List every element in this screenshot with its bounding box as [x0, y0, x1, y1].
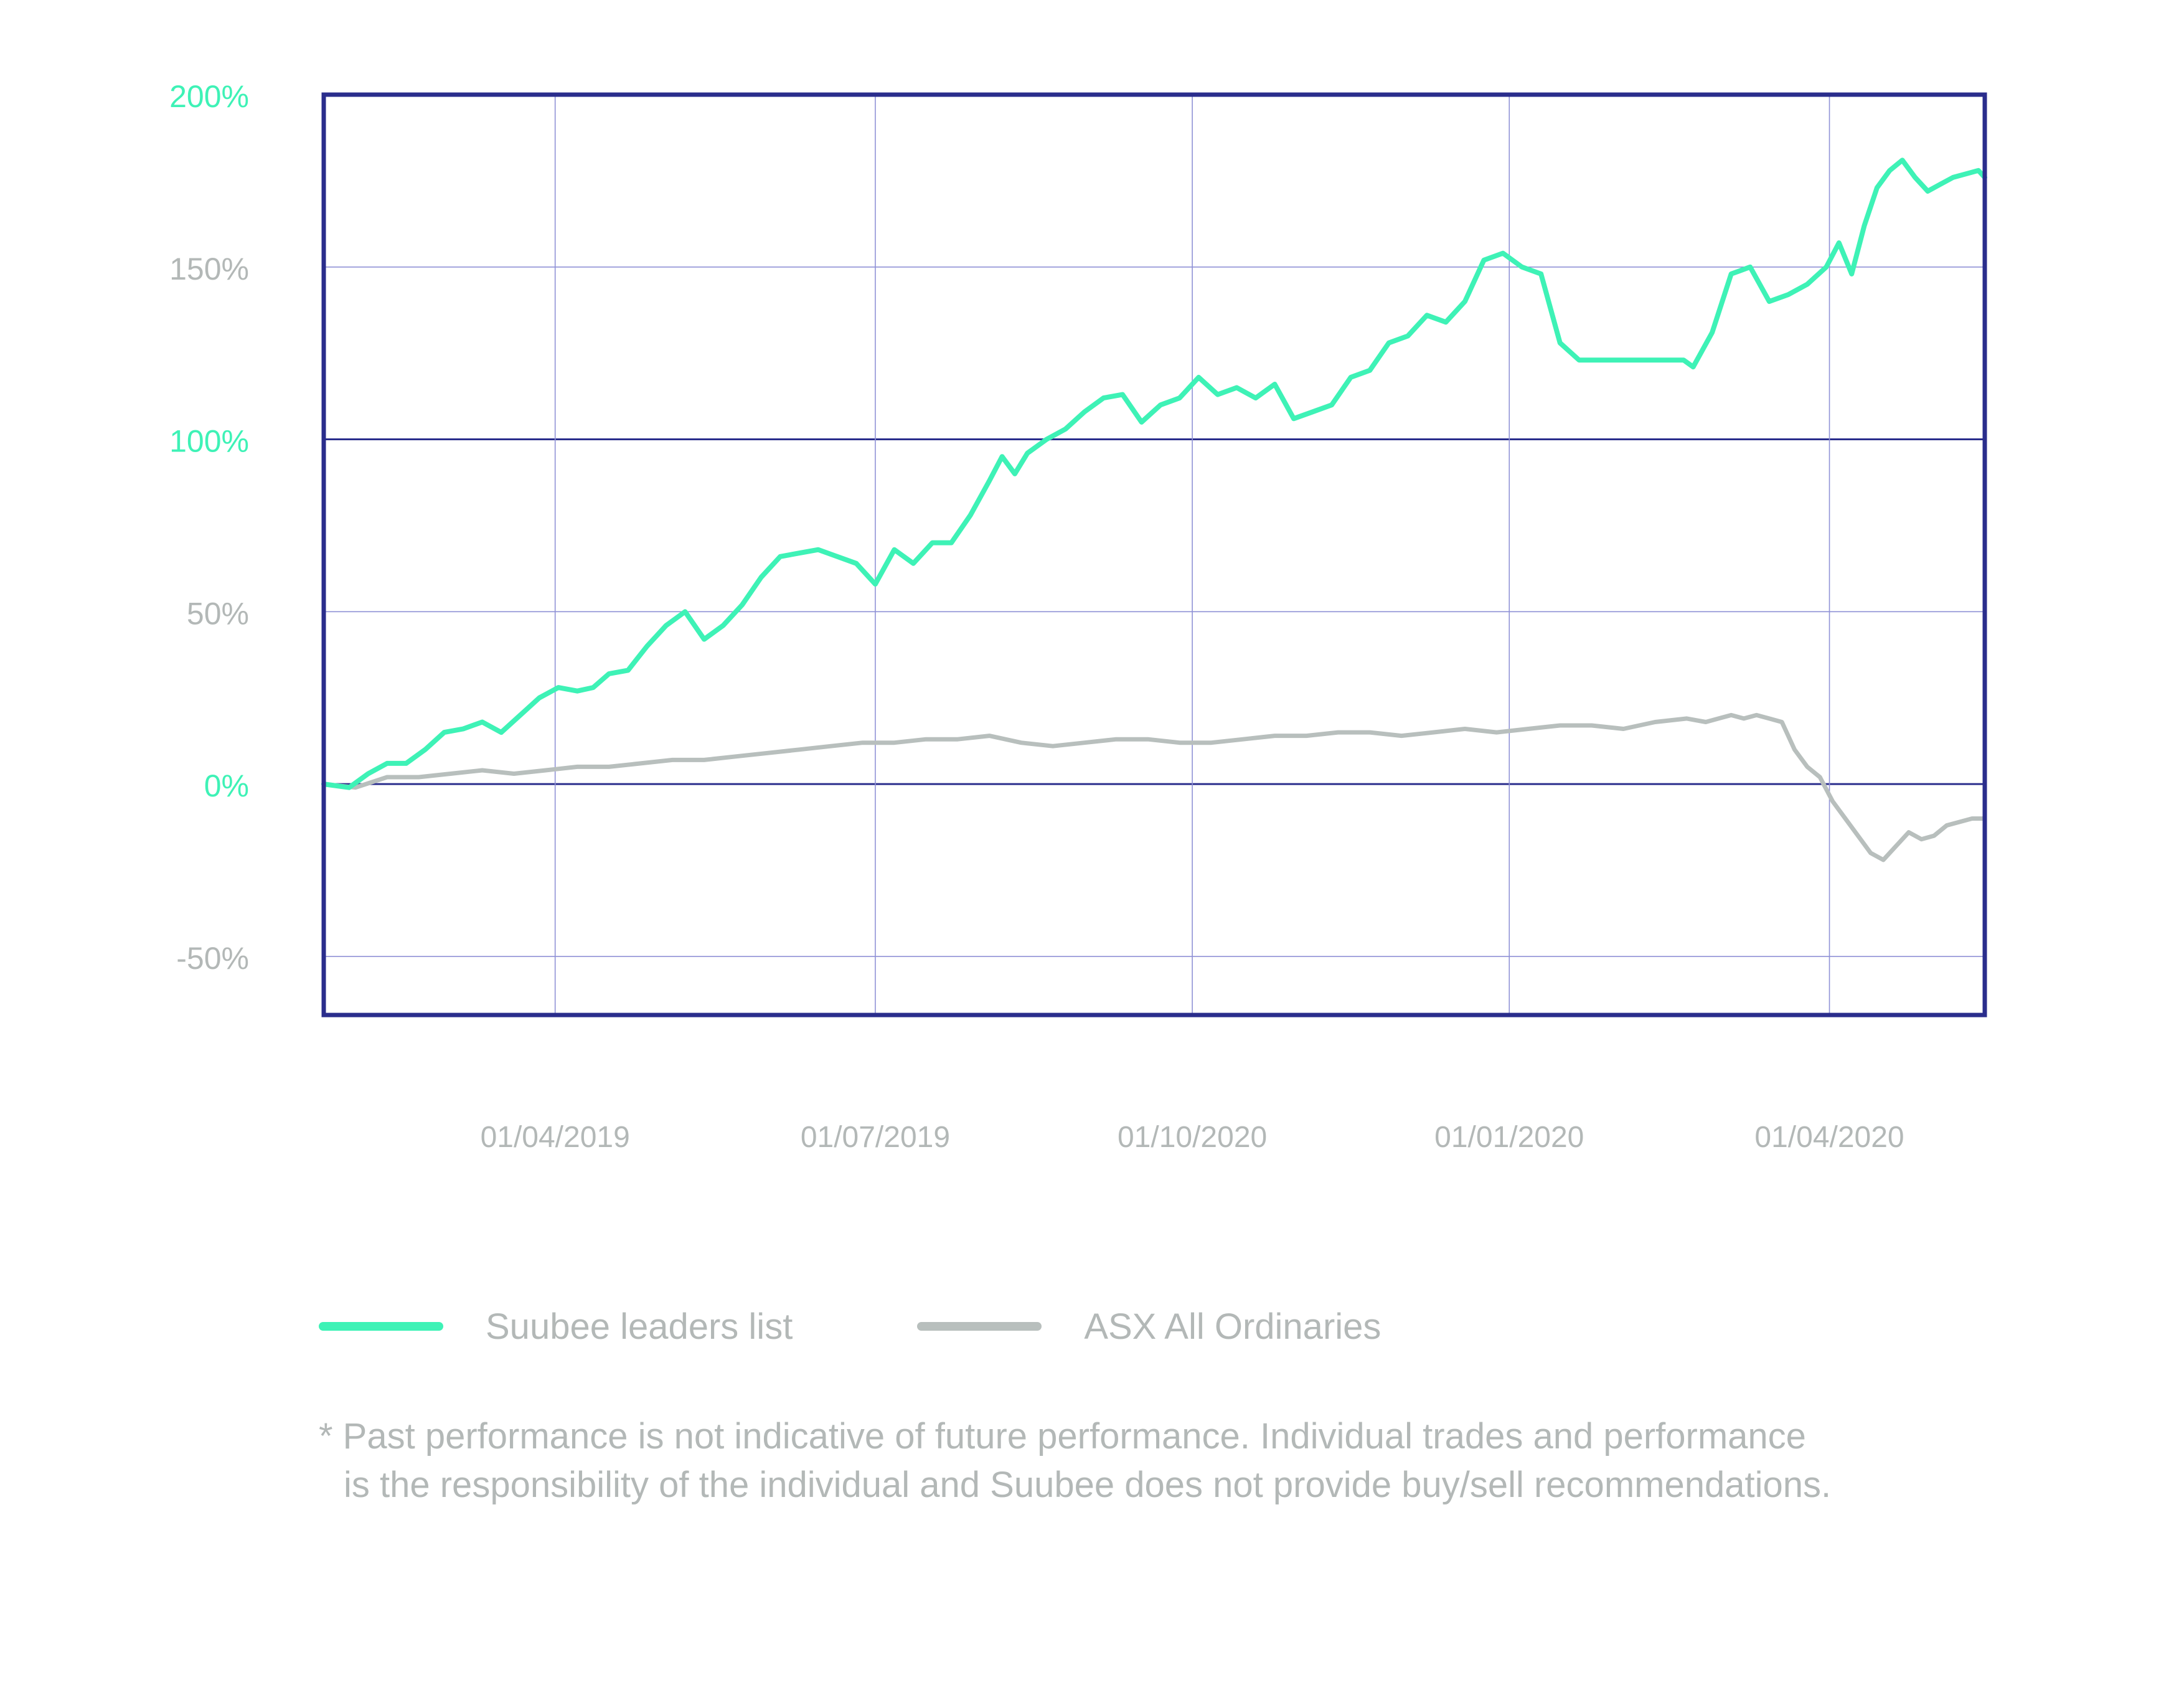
- y-tick-label: 50%: [187, 596, 249, 631]
- legend-swatch-suubee: [319, 1322, 443, 1331]
- series-line-suubee: [321, 158, 1987, 790]
- plot-frame: [321, 92, 1987, 1017]
- y-axis-tick-labels: 200% 150% 100% 50% 0% -50%: [169, 79, 249, 976]
- y-tick-label: 150%: [169, 252, 249, 286]
- legend-swatch-asx: [917, 1322, 1042, 1331]
- y-tick-label: 100%: [169, 424, 249, 459]
- x-tick-label: 01/10/2020: [1118, 1121, 1267, 1154]
- x-tick-label: 01/04/2019: [481, 1121, 630, 1154]
- legend-label-suubee: Suubee leaders list: [486, 1306, 793, 1347]
- legend: Suubee leaders list ASX All Ordinaries: [319, 1295, 1505, 1357]
- series-lines: [321, 158, 1987, 862]
- x-tick-label: 01/01/2020: [1434, 1121, 1584, 1154]
- y-tick-label: 200%: [169, 79, 249, 114]
- series-line-asx: [321, 712, 1987, 862]
- grid-lines: [324, 94, 1985, 1015]
- x-tick-label: 01/07/2019: [801, 1121, 950, 1154]
- disclaimer-line-2: is the responsibility of the individual …: [344, 1465, 1832, 1505]
- disclaimer-footnote: * Past performance is not indicative of …: [319, 1412, 1831, 1509]
- y-tick-label: 0%: [204, 768, 249, 803]
- x-axis-tick-labels: 01/04/2019 01/07/2019 01/10/2020 01/01/2020…: [481, 1121, 1904, 1154]
- disclaimer-line-1: * Past performance is not indicative of …: [319, 1416, 1806, 1457]
- legend-item-suubee: Suubee leaders list: [319, 1306, 793, 1348]
- legend-item-asx: ASX All Ordinaries: [917, 1306, 1381, 1348]
- y-tick-label: -50%: [176, 941, 249, 976]
- legend-label-asx: ASX All Ordinaries: [1084, 1306, 1381, 1347]
- x-tick-label: 01/04/2020: [1754, 1121, 1904, 1154]
